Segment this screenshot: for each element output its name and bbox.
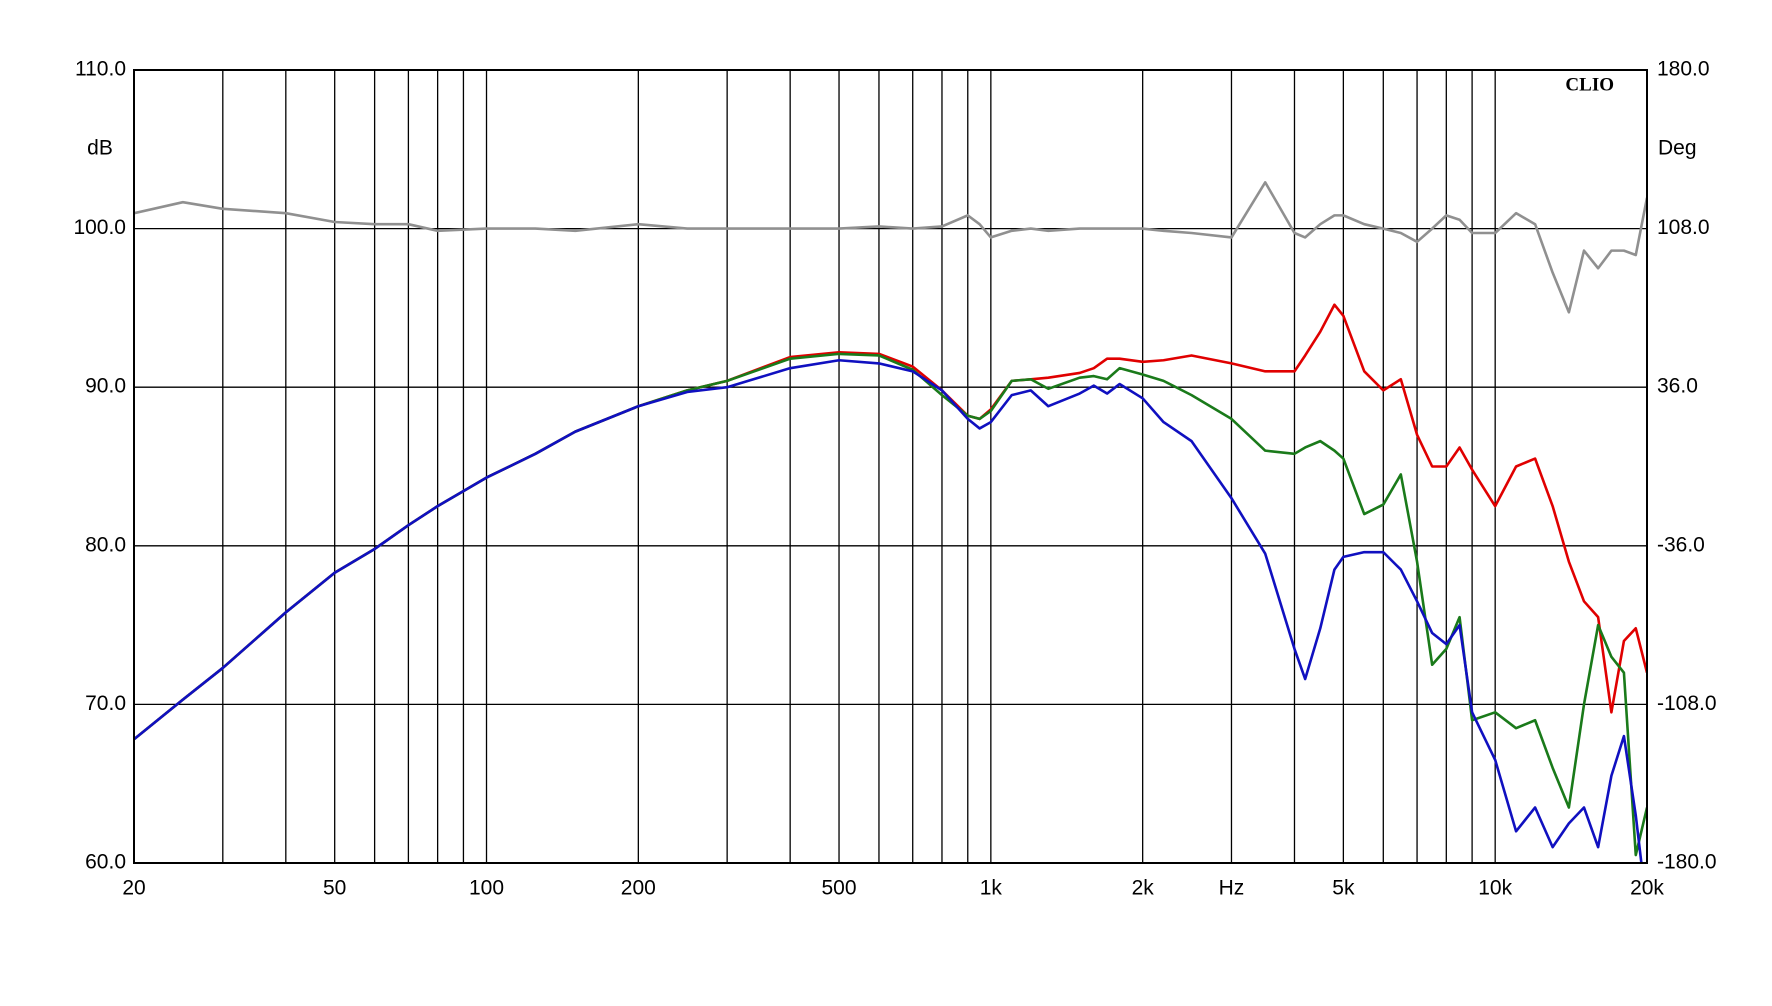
- x-tick-label: 20: [122, 877, 145, 900]
- x-tick-label: 50: [323, 877, 346, 900]
- y2-tick-label: -108.0: [1657, 692, 1717, 715]
- x-tick-label: 5k: [1332, 877, 1355, 900]
- y-tick-label: 80.0: [85, 533, 126, 556]
- plot-frame: [133, 69, 1648, 864]
- x-tick-label: 10k: [1478, 877, 1512, 900]
- x-tick-label: 2k: [1132, 877, 1155, 900]
- y2-tick-label: -36.0: [1657, 533, 1705, 556]
- y2-tick-label: -180.0: [1657, 851, 1717, 874]
- y-tick-label: 100.0: [73, 216, 126, 239]
- brand: CLIO: [1565, 74, 1614, 95]
- series-line: [134, 181, 1647, 314]
- y2-tick-label: 108.0: [1657, 216, 1710, 239]
- y2-tick-label: 180.0: [1657, 58, 1710, 81]
- y-tick-label: 90.0: [85, 375, 126, 398]
- y2-tick-label: 36.0: [1657, 375, 1698, 398]
- x-tick-label: 200: [621, 877, 656, 900]
- y-axis-label: dB: [87, 137, 113, 160]
- x-tick-label: Hz: [1219, 877, 1245, 900]
- y-tick-label: 60.0: [85, 851, 126, 874]
- y-tick-label: 110.0: [75, 58, 126, 81]
- series-line: [134, 358, 1643, 863]
- x-tick-label: 20k: [1630, 877, 1664, 900]
- y2-axis-label: Deg: [1658, 137, 1697, 160]
- y-tick-label: 70.0: [85, 692, 126, 715]
- x-tick-label: 500: [822, 877, 857, 900]
- x-tick-label: 100: [469, 877, 504, 900]
- plot-lines: [134, 181, 1647, 863]
- x-tick-label: 1k: [980, 877, 1003, 900]
